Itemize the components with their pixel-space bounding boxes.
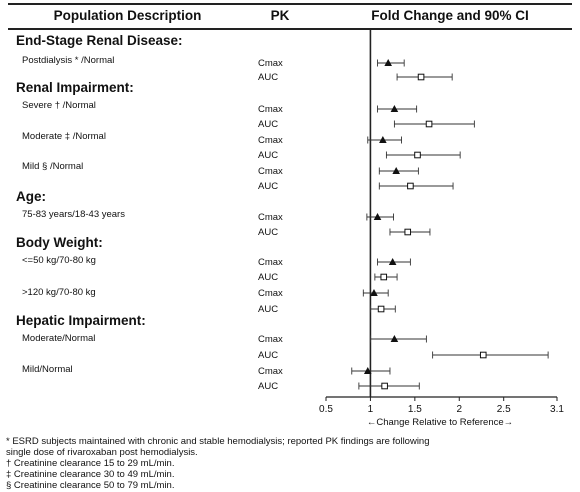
subgroup-postdialysis: Postdialysis * /Normal <box>22 55 115 66</box>
x-tick-label: 0.5 <box>319 404 333 415</box>
pk-label: Cmax <box>258 334 283 345</box>
subgroup-low-weight: <=50 kg/70-80 kg <box>22 255 96 266</box>
header-population: Population Description <box>53 8 202 23</box>
pk-label: Cmax <box>258 366 283 377</box>
pk-label: AUC <box>258 119 279 130</box>
point-estimate-triangle <box>370 289 378 296</box>
group-hepatic: Hepatic Impairment: <box>16 313 146 328</box>
pk-label: Cmax <box>258 288 283 299</box>
pk-label: AUC <box>258 272 279 283</box>
subgroup-hepatic-moderate: Moderate/Normal <box>22 333 96 344</box>
pk-label: Cmax <box>258 166 283 177</box>
x-tick-label: 3.1 <box>550 404 564 415</box>
pk-label: AUC <box>258 350 279 361</box>
point-estimate-square <box>407 182 414 190</box>
subgroup-high-weight: >120 kg/70-80 kg <box>22 287 96 298</box>
x-tick-label: 2.5 <box>497 404 511 415</box>
point-estimate-triangle <box>379 136 387 143</box>
point-estimate-square <box>377 305 385 313</box>
point-estimate-triangle <box>390 105 399 112</box>
header-pk: PK <box>270 8 290 23</box>
pk-label: AUC <box>258 304 279 315</box>
point-estimate-triangle <box>392 167 400 174</box>
subgroup-mild: Mild § /Normal <box>22 161 84 172</box>
point-estimate-square <box>417 73 425 81</box>
footnote: § Creatinine clearance 50 to 79 mL/min. <box>6 480 175 491</box>
x-tick-label: 1 <box>368 404 374 415</box>
point-estimate-triangle <box>390 335 399 342</box>
header-fold-change: Fold Change and 90% CI <box>371 8 529 23</box>
subgroup-age: 75-83 years/18-43 years <box>22 209 125 220</box>
pk-label: AUC <box>258 381 279 392</box>
header-bottom-rule <box>8 28 572 30</box>
pk-label: AUC <box>258 181 279 192</box>
point-estimate-triangle <box>388 258 397 265</box>
header-top-rule <box>8 3 572 5</box>
point-estimate-square <box>425 120 433 128</box>
pk-label: Cmax <box>258 212 283 223</box>
point-estimate-square <box>404 228 412 236</box>
x-axis-label: ←Change Relative to Reference→ <box>366 417 514 428</box>
footnote: * ESRD subjects maintained with chronic … <box>6 436 430 447</box>
point-estimate-square <box>414 151 421 159</box>
subgroup-severe: Severe † /Normal <box>22 100 96 111</box>
pk-label: Cmax <box>258 135 283 146</box>
pk-label: Cmax <box>258 104 283 115</box>
point-estimate-square <box>479 351 487 359</box>
point-estimate-triangle <box>384 59 392 66</box>
pk-label: Cmax <box>258 58 283 69</box>
pk-label: AUC <box>258 227 279 238</box>
x-tick-label: 2 <box>456 404 462 415</box>
point-estimate-square <box>381 382 388 390</box>
pk-label: Cmax <box>258 257 283 268</box>
point-estimate-triangle <box>373 213 382 220</box>
group-esrd: End-Stage Renal Disease: <box>16 33 183 48</box>
group-renal: Renal Impairment: <box>16 80 134 95</box>
group-age: Age: <box>16 189 46 204</box>
point-estimate-square <box>380 273 388 281</box>
footnote: † Creatinine clearance 15 to 29 mL/min. <box>6 458 175 469</box>
subgroup-hepatic-mild: Mild/Normal <box>22 364 73 375</box>
group-body-weight: Body Weight: <box>16 235 103 250</box>
x-tick-label: 1.5 <box>408 404 422 415</box>
pk-label: AUC <box>258 150 279 161</box>
subgroup-moderate: Moderate ‡ /Normal <box>22 131 106 142</box>
pk-label: AUC <box>258 72 279 83</box>
point-estimate-triangle <box>363 367 372 374</box>
footnote: ‡ Creatinine clearance 30 to 49 mL/min. <box>6 469 175 480</box>
footnote: single dose of rivaroxaban post hemodial… <box>6 447 198 458</box>
